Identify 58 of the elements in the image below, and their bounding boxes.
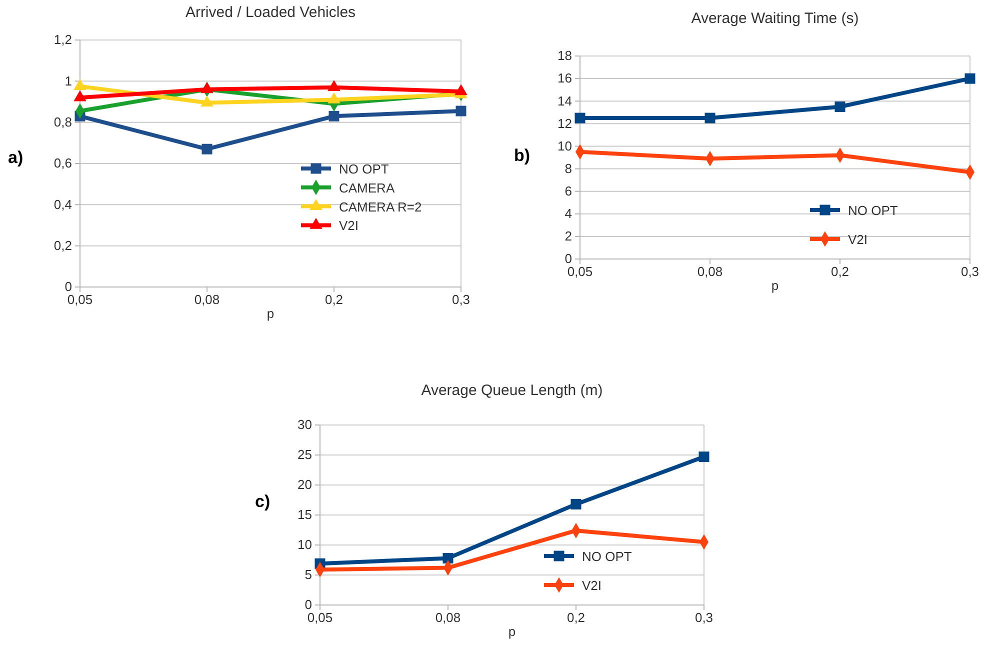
chart-title: Average Queue Length (m) (421, 382, 603, 399)
legend-label: NO OPT (848, 203, 898, 218)
legend-label: V2I (339, 218, 359, 234)
y-tick-label: 4 (564, 206, 572, 222)
point (704, 112, 716, 124)
y-tick-label: 0,4 (54, 196, 72, 212)
y-tick-label: 20 (298, 477, 312, 492)
chart-title: Average Waiting Time (s) (691, 10, 859, 27)
x-tick-label: 0,08 (194, 292, 220, 308)
x-tick-label: 0,2 (324, 292, 344, 308)
x-axis-title: p (508, 624, 516, 639)
legend-label: NO OPT (582, 549, 632, 564)
y-tick-label: 2 (564, 228, 572, 244)
x-tick-label: 0,05 (567, 264, 593, 280)
x-tick-label: 0,08 (435, 610, 461, 626)
y-tick-label: 30 (298, 417, 312, 432)
y-tick-label: 14 (558, 93, 572, 108)
legend-label: V2I (848, 232, 868, 247)
text: c) (255, 492, 270, 511)
y-tick-label: 1 (64, 73, 72, 88)
y-tick-label: 25 (298, 447, 312, 462)
legend-label: CAMERA R=2 (339, 199, 422, 214)
legend-label: CAMERA (339, 180, 395, 196)
y-tick-label: 15 (298, 507, 312, 522)
y-tick-label: 0,6 (54, 156, 72, 171)
text: a) (8, 148, 24, 167)
x-tick-label: 0,08 (697, 264, 723, 280)
y-tick-label: 0 (64, 279, 72, 294)
point (698, 452, 710, 462)
x-axis-title: p (266, 306, 274, 321)
y-tick-label: 8 (564, 160, 572, 176)
x-tick-label: 0,3 (694, 610, 714, 626)
legend-label: V2I (582, 578, 602, 593)
y-tick-label: 16 (558, 70, 572, 86)
point (834, 102, 846, 112)
point (570, 498, 582, 510)
text: b) (514, 146, 530, 165)
y-tick-label: 0 (564, 251, 572, 266)
y-tick-label: 0 (304, 597, 312, 612)
y-tick-label: 12 (558, 116, 572, 131)
y-tick-label: 10 (558, 138, 572, 154)
y-tick-label: 6 (564, 183, 572, 198)
y-tick-label: 18 (558, 48, 572, 64)
x-tick-label: 0,3 (960, 264, 980, 280)
point (964, 73, 976, 84)
y-tick-label: 1,2 (54, 32, 72, 48)
y-tick-label: 0,2 (54, 238, 72, 253)
legend-label: NO OPT (339, 162, 389, 176)
x-tick-label: 0,05 (67, 292, 93, 308)
y-tick-label: 5 (304, 567, 312, 582)
chart-title: Arrived / Loaded Vehicles (185, 4, 356, 21)
y-tick-label: 0,8 (54, 114, 72, 130)
x-tick-label: 0,2 (830, 264, 850, 280)
y-tick-label: 10 (298, 537, 312, 552)
point (574, 112, 586, 124)
x-tick-label: 0,05 (307, 610, 333, 626)
x-axis-title: p (771, 278, 779, 293)
x-tick-label: 0,3 (452, 292, 470, 308)
